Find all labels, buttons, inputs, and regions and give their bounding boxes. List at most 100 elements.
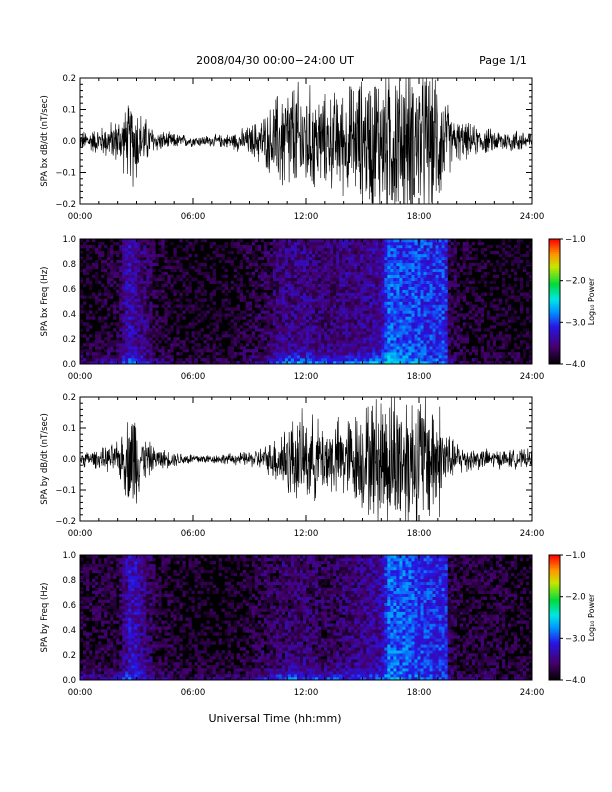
spectrogram-cell [387, 352, 391, 356]
spectrogram-cell [447, 340, 451, 344]
spectrogram-cell [366, 244, 370, 249]
spectrogram-cell [354, 355, 358, 359]
spectrogram-cell [287, 250, 292, 255]
spectrogram-cell [170, 307, 174, 311]
spectrogram-cell [387, 337, 391, 341]
spectrogram-cell [125, 349, 129, 353]
spectrogram-cell [468, 244, 473, 249]
spectrogram-cell [441, 239, 445, 243]
spectrogram-cell [182, 268, 186, 273]
spectrogram-cell [441, 340, 445, 344]
spectrogram-cell [197, 355, 201, 359]
spectrogram-cell [131, 331, 135, 335]
spectrogram-cell [393, 307, 397, 311]
spectrogram-cell [420, 262, 424, 267]
spectrogram-cell [86, 328, 90, 332]
spectrogram-cell [375, 331, 379, 335]
spectrogram-cell [131, 253, 135, 258]
spectrogram-cell [185, 239, 189, 243]
spectrogram-cell [423, 301, 427, 305]
spectrogram-cell [423, 256, 427, 261]
spectrogram-cell [312, 286, 316, 290]
spectrogram-cell [143, 277, 147, 281]
spectrogram-cell [306, 304, 310, 308]
spectrogram-cell [354, 328, 358, 332]
spectrogram-cell [254, 328, 259, 332]
spectrogram-cell [390, 334, 394, 338]
spectrogram-cell [450, 241, 454, 246]
spectrogram-cell [336, 283, 340, 287]
spectrogram-cell [143, 292, 147, 296]
spectrogram-cell [278, 289, 283, 293]
spectrogram-cell [158, 334, 162, 338]
spectrogram-cell [348, 316, 352, 320]
spectrogram-cell [312, 325, 316, 329]
spectrogram-cell [438, 298, 442, 302]
spectrogram-cell [215, 334, 219, 338]
spectrogram-cell [164, 328, 168, 332]
spectrogram-cell [486, 316, 491, 320]
spectrogram-cell [345, 328, 349, 332]
spectrogram-cell [501, 358, 506, 362]
spectrogram-cell [248, 358, 253, 362]
spectrogram-cell [209, 280, 213, 284]
spectrogram-cell [363, 340, 367, 344]
spectrogram-cell [330, 310, 334, 314]
spectrogram-cell [498, 301, 503, 305]
spectrogram-cell [113, 286, 117, 290]
spectrogram-cell [215, 319, 219, 323]
spectrogram-cell [290, 271, 295, 276]
spectrogram-cell [281, 355, 286, 359]
spectrogram-cell [269, 286, 274, 290]
spectrogram-cell [92, 274, 96, 278]
spectrogram-cell [260, 337, 265, 341]
spectrogram-cell [411, 274, 415, 278]
spectrogram-cell [495, 304, 500, 308]
spectrogram-cell [170, 241, 174, 246]
spectrogram-cell [143, 346, 147, 350]
spectrogram-cell [86, 277, 90, 281]
spectrogram-cell [191, 340, 195, 344]
spectrogram-cell [363, 325, 367, 329]
spectrogram-cell [134, 334, 138, 338]
spectrogram-cell [194, 307, 198, 311]
spectrogram-cell [363, 253, 367, 258]
spectrogram-cell [233, 343, 237, 347]
spectrogram-cell [281, 343, 286, 347]
spectrogram-cell [327, 346, 331, 350]
spectrogram-cell [197, 271, 201, 276]
spectrogram-cell [498, 253, 503, 258]
spectrogram-cell [251, 250, 256, 255]
spectrogram-cell [236, 247, 240, 252]
spectrogram-cell [188, 304, 192, 308]
spectrogram-cell [128, 262, 132, 267]
spectrogram-cell [176, 256, 180, 261]
spectrogram-cell [354, 274, 358, 278]
spectrogram-cell [429, 244, 433, 249]
spectrogram-cell [309, 340, 313, 344]
spectrogram-cell [185, 247, 189, 252]
spectrogram-cell [218, 280, 222, 284]
spectrogram-cell [420, 358, 424, 362]
spectrogram-cell [321, 274, 325, 278]
spectrogram-cell [188, 325, 192, 329]
spectrogram-cell [471, 346, 476, 350]
spectrogram-cell [363, 355, 367, 359]
spectrogram-cell [290, 346, 295, 350]
spectrogram-cell [299, 301, 304, 305]
spectrogram-cell [342, 286, 346, 290]
colorbar-step [549, 253, 560, 257]
spectrogram-cell [357, 358, 361, 362]
spectrogram-cell [191, 265, 195, 270]
spectrogram-cell [263, 349, 268, 353]
spectrogram-cell [164, 334, 168, 338]
spectrogram-cell [453, 286, 457, 290]
spectrogram-cell [324, 268, 328, 273]
spectrogram-cell [122, 259, 126, 264]
spectrogram-cell [119, 355, 123, 359]
spectrogram-cell [354, 250, 358, 255]
spectrogram-cell [513, 244, 518, 249]
spectrogram-cell [501, 247, 506, 252]
spectrogram-cell [474, 361, 479, 365]
spectrogram-cell [242, 346, 247, 350]
